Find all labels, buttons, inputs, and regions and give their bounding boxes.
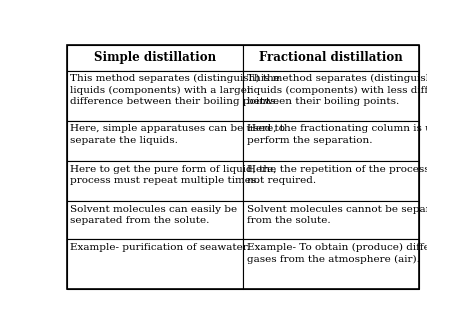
Text: Here to get the pure form of liquid, the
process must repeat multiple times.: Here to get the pure form of liquid, the… [70,165,276,185]
Text: Here, simple apparatuses can be used to
separate the liquids.: Here, simple apparatuses can be used to … [70,124,285,145]
Bar [243,201,419,239]
Text: Here, the fractionating column is used to
perform the separation.: Here, the fractionating column is used t… [246,124,463,145]
Bar [66,121,243,161]
Bar [66,161,243,201]
Bar [243,161,419,201]
Text: Fractional distillation: Fractional distillation [259,51,403,64]
Text: Simple distillation: Simple distillation [94,51,216,64]
Bar [243,45,419,71]
Bar [66,201,243,239]
Bar [243,71,419,121]
Text: Example- To obtain (produce) different
gases from the atmosphere (air).: Example- To obtain (produce) different g… [246,243,451,263]
Bar [66,71,243,121]
Text: Here, the repetition of the processes is
not required.: Here, the repetition of the processes is… [246,165,453,185]
Text: Example- purification of seawater.: Example- purification of seawater. [70,243,250,252]
Bar [243,121,419,161]
Text: This method separates (distinguish) the
liquids (components) with a larger
diffe: This method separates (distinguish) the … [70,74,280,106]
Text: This method separates (distinguish) the
liquids (components) with less differenc: This method separates (distinguish) the … [246,74,464,106]
Text: Solvent molecules cannot be separated
from the solute.: Solvent molecules cannot be separated fr… [246,205,453,225]
Bar [66,45,243,71]
Bar [243,239,419,290]
Bar [66,239,243,290]
Text: Solvent molecules can easily be
separated from the solute.: Solvent molecules can easily be separate… [70,205,237,225]
